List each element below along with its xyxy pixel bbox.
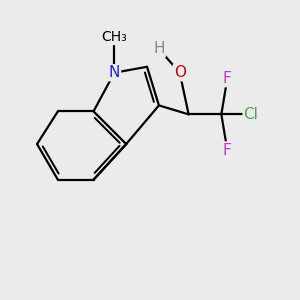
Text: Cl: Cl [244, 107, 259, 122]
Text: N: N [109, 65, 120, 80]
Text: F: F [223, 71, 232, 86]
Text: CH₃: CH₃ [101, 30, 127, 44]
Text: F: F [223, 142, 232, 158]
Text: O: O [174, 65, 186, 80]
Text: H: H [153, 41, 165, 56]
